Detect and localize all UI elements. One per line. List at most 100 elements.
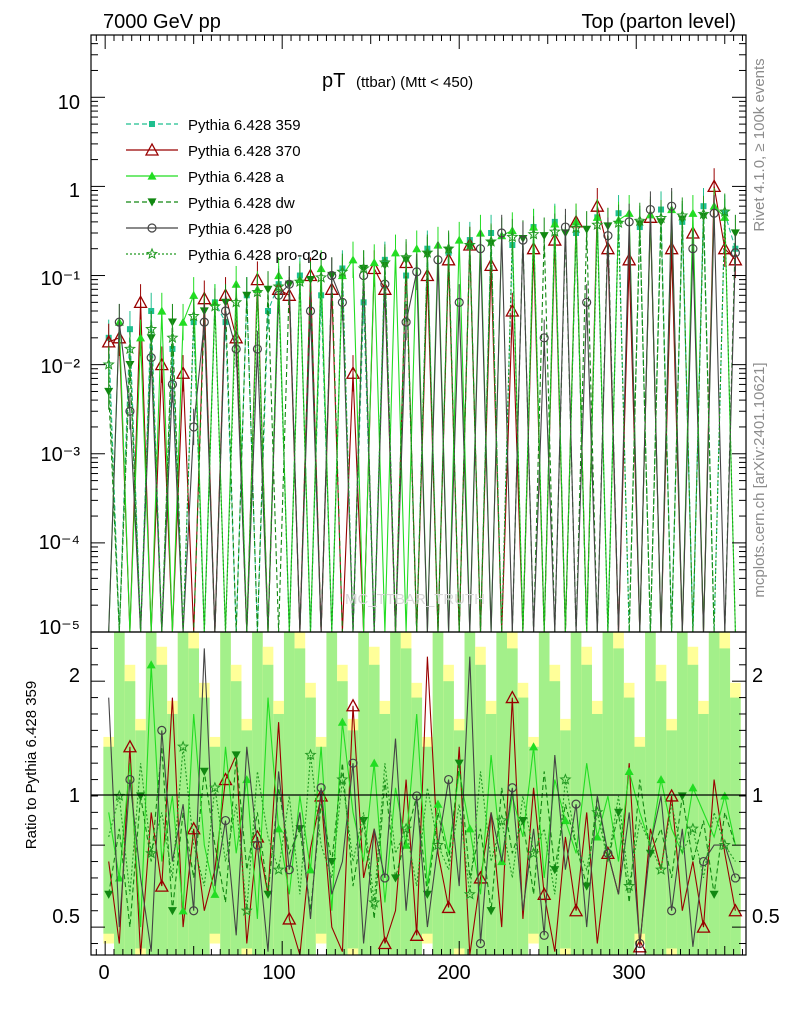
data-point [125,406,135,416]
ratio-band-green [198,697,210,955]
data-point [463,238,476,251]
data-point [175,365,191,379]
ratio-line-3 [108,746,736,928]
data-point [336,265,349,278]
y-tick-label-1e-1: 10⁻¹ [41,268,81,290]
ratio-band-green [177,632,189,955]
ratio-point [304,748,317,761]
ratio-point [316,783,326,793]
ratio-band-green [135,730,146,949]
data-point [252,344,263,354]
ratio-band-green [634,746,646,934]
ratio-point [401,840,411,849]
ratio-point [591,806,604,818]
ratio-band-green [368,664,380,955]
data-point [645,204,656,215]
ratio-point [263,890,273,899]
ratio-tick-right-0.5: 0.5 [752,906,780,928]
ratio-point [274,824,284,833]
ratio-point [592,832,602,841]
data-point [167,379,178,390]
ratio-point [475,938,486,949]
data-point [157,306,167,315]
ratio-point [345,698,361,712]
y-tick-label-10: 10 [58,92,80,114]
data-point [612,216,625,228]
ratio-line-4 [108,648,736,952]
data-point [327,270,337,281]
data-point [199,317,209,327]
data-point [231,344,241,354]
data-point [433,255,443,265]
ratio-point [377,936,392,950]
ratio-point [348,758,358,768]
legend-symbol-p0 [126,223,178,233]
data-point [242,291,252,300]
ratio-point [537,886,552,900]
ratio-band-green [549,681,561,955]
plot-title-main: pT [322,70,345,92]
ratio-band-green [432,632,444,955]
ratio-point [529,742,539,751]
ratio-point [390,874,400,883]
legend-symbol-dw [126,198,178,207]
data-point [166,331,179,344]
ratio-band-green [623,697,635,955]
data-point [730,248,740,258]
data-point [230,296,243,308]
x-tick-label-300: 300 [612,962,645,984]
data-point [145,322,158,335]
ratio-point [603,848,613,858]
ratio-point [441,900,456,914]
ratio-point [252,840,263,850]
legend-marker [147,198,157,207]
data-point [337,297,347,307]
series-line-5 [108,211,736,633]
ratio-band-green [358,632,369,955]
observable-label: Top (parton level) [581,11,736,33]
ratio-band-green [645,632,656,955]
ratio-point [624,766,634,775]
process-label: 7000 GeV pp [103,11,221,33]
ratio-tick-left-0.5: 0.5 [52,906,80,928]
data-point [506,230,519,243]
ratio-point [359,816,369,826]
data-point [582,225,592,234]
ratio-band-green [528,746,539,934]
main-series-group [101,168,743,633]
legend-marker [147,171,157,180]
ratio-point [369,758,379,767]
ratio-band-green [613,648,624,955]
ratio-point [380,873,390,883]
legend-symbol-pro-q2o [126,247,178,260]
data-point [505,303,520,317]
ratio-band-green [114,632,125,955]
legend-label-p0: Pythia 6.428 p0 [188,221,292,238]
data-point [284,279,294,289]
ratio-band-green [283,632,295,955]
data-point [208,300,222,312]
ratio-point [507,783,517,793]
ratio-point [539,930,549,940]
legend-symbol-a [126,171,178,180]
ratio-band-green [666,730,677,949]
ratio-band-green [156,664,168,955]
data-point [263,285,273,294]
data-point [667,201,677,211]
data-point [442,242,455,254]
data-point [717,241,732,255]
data-point [484,235,498,247]
data-point [133,294,148,309]
data-point [348,255,358,264]
ratio-point [306,865,316,874]
ratio-band-green [687,664,699,955]
ratio-band-green [698,713,709,955]
data-point [265,307,272,314]
data-point [360,299,367,306]
legend-marker [145,247,159,260]
legend-entry-a: Pythia 6.428 a [126,169,285,186]
y-tick-label-1e-4: 10⁻⁴ [39,532,80,554]
ratio-point [122,739,138,753]
axis-ticks [91,34,746,955]
ratio-point [559,773,572,785]
